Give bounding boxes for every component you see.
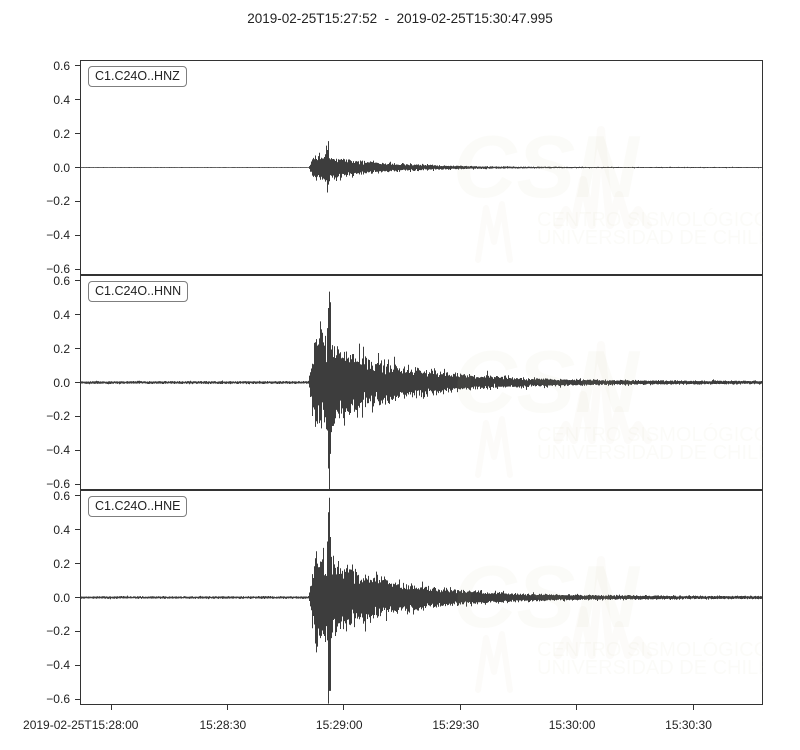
svg-text:UNIVERSIDAD DE CHILE: UNIVERSIDAD DE CHILE — [537, 442, 763, 464]
svg-text:UNIVERSIDAD DE CHILE: UNIVERSIDAD DE CHILE — [537, 227, 763, 249]
svg-text:UNIVERSIDAD DE CHILE: UNIVERSIDAD DE CHILE — [537, 657, 763, 679]
